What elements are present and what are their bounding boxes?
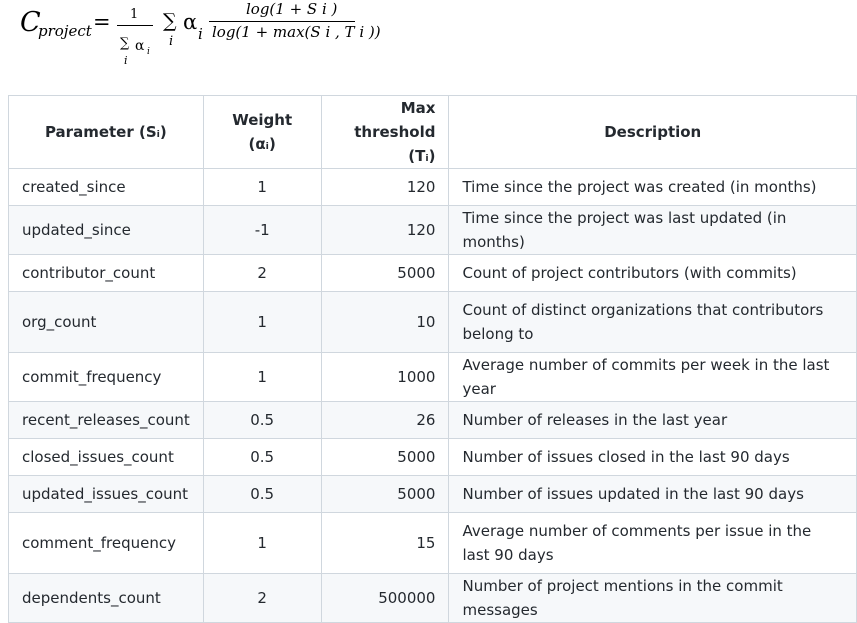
header-threshold-label: Max threshold — [354, 99, 436, 141]
cell-weight: 0.5 — [202, 438, 322, 476]
cell-parameter: recent_releases_count — [8, 401, 204, 439]
table-row: contributor_count 2 5000 Count of projec… — [8, 254, 857, 292]
cell-weight: 2 — [202, 254, 322, 292]
formula-fraction-bar — [117, 25, 153, 26]
parameters-table: Parameter (Sᵢ) Weight (αᵢ) Max threshold… — [8, 95, 857, 623]
cell-weight: 1 — [202, 168, 322, 206]
cell-weight: -1 — [202, 205, 322, 255]
header-weight: Weight (αᵢ) — [202, 95, 322, 169]
cell-threshold: 120 — [320, 168, 450, 206]
table-row: commit_frequency 1 1000 Average number o… — [8, 352, 857, 402]
formula-equals: = — [93, 10, 111, 34]
cell-description: Number of releases in the last year — [448, 401, 857, 439]
cell-description: Average number of comments per issue in … — [448, 512, 857, 574]
cell-weight: 0.5 — [202, 401, 322, 439]
formula-alpha: α — [183, 10, 198, 34]
formula-sum-index: i — [169, 34, 174, 49]
cell-parameter: closed_issues_count — [8, 438, 204, 476]
header-weight-label: Weight — [232, 111, 293, 129]
formula-log-fraction-bar — [209, 21, 355, 22]
cell-weight: 0.5 — [202, 475, 322, 513]
cell-description: Average number of commits per week in th… — [448, 352, 857, 402]
cell-parameter: dependents_count — [8, 573, 204, 623]
cell-threshold: 5000 — [320, 254, 450, 292]
cell-weight: 1 — [202, 291, 322, 353]
formula-denominator-alpha-index: i — [147, 47, 150, 57]
formula-denominator-sum-index: i — [124, 54, 128, 67]
table-row: created_since 1 120 Time since the proje… — [8, 168, 857, 206]
formula-lhs-subscript: project — [38, 22, 92, 40]
formula-fraction-numerator: 1 — [130, 7, 139, 22]
table-row: dependents_count 2 500000 Number of proj… — [8, 573, 857, 623]
table-row: org_count 1 10 Count of distinct organiz… — [8, 291, 857, 353]
table-row: closed_issues_count 0.5 5000 Number of i… — [8, 438, 857, 476]
cell-threshold: 5000 — [320, 475, 450, 513]
table-row: recent_releases_count 0.5 26 Number of r… — [8, 401, 857, 439]
cell-description: Number of project mentions in the commit… — [448, 573, 857, 623]
table-row: updated_since -1 120 Time since the proj… — [8, 205, 857, 255]
header-parameter: Parameter (Sᵢ) — [8, 95, 204, 169]
cell-threshold: 10 — [320, 291, 450, 353]
cell-description: Time since the project was created (in m… — [448, 168, 857, 206]
cell-parameter: updated_issues_count — [8, 475, 204, 513]
cell-description: Count of distinct organizations that con… — [448, 291, 857, 353]
formula-sum-symbol: ∑ — [163, 10, 177, 32]
header-max-threshold: Max threshold (Tᵢ) — [320, 95, 450, 169]
criticality-formula: C project = 1 ∑ α i i ∑ i α i log(1 + S … — [0, 0, 857, 80]
formula-log-numerator: log(1 + S i ) — [246, 0, 338, 18]
table-row: updated_issues_count 0.5 5000 Number of … — [8, 475, 857, 513]
cell-threshold: 120 — [320, 205, 450, 255]
cell-parameter: contributor_count — [8, 254, 204, 292]
cell-weight: 1 — [202, 512, 322, 574]
formula-denominator-alpha: α — [135, 38, 145, 54]
cell-threshold: 26 — [320, 401, 450, 439]
header-threshold-symbol: (Tᵢ) — [408, 147, 436, 165]
cell-weight: 1 — [202, 352, 322, 402]
cell-threshold: 15 — [320, 512, 450, 574]
cell-threshold: 500000 — [320, 573, 450, 623]
cell-description: Number of issues closed in the last 90 d… — [448, 438, 857, 476]
cell-parameter: org_count — [8, 291, 204, 353]
formula-lhs: C — [20, 7, 41, 38]
formula-denominator-sigma: ∑ — [120, 36, 130, 51]
cell-description: Count of project contributors (with comm… — [448, 254, 857, 292]
cell-threshold: 1000 — [320, 352, 450, 402]
formula-log-denominator: log(1 + max(S i , T i )) — [212, 23, 381, 41]
cell-description: Number of issues updated in the last 90 … — [448, 475, 857, 513]
cell-parameter: commit_frequency — [8, 352, 204, 402]
cell-description: Time since the project was last updated … — [448, 205, 857, 255]
cell-threshold: 5000 — [320, 438, 450, 476]
table-row: comment_frequency 1 15 Average number of… — [8, 512, 857, 574]
header-weight-symbol: (αᵢ) — [248, 135, 276, 153]
table-header-row: Parameter (Sᵢ) Weight (αᵢ) Max threshold… — [8, 95, 857, 169]
cell-parameter: comment_frequency — [8, 512, 204, 574]
formula-alpha-index: i — [198, 25, 203, 43]
header-description: Description — [448, 95, 857, 169]
cell-parameter: updated_since — [8, 205, 204, 255]
cell-parameter: created_since — [8, 168, 204, 206]
cell-weight: 2 — [202, 573, 322, 623]
